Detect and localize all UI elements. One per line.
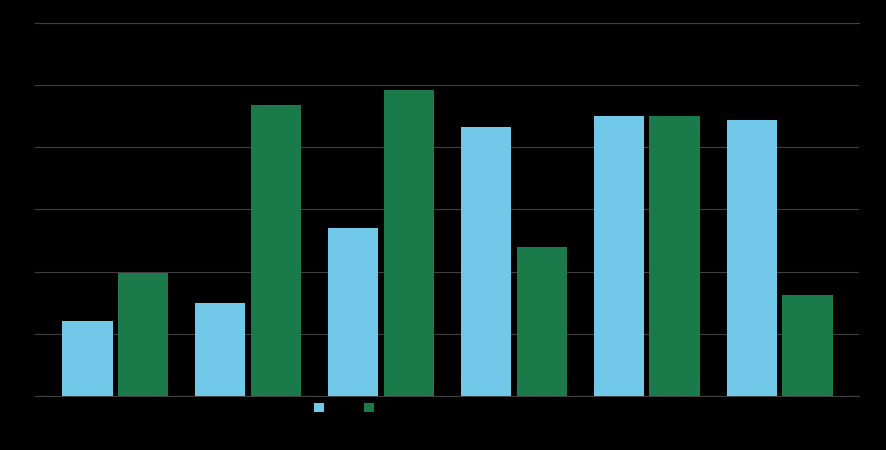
Bar	[118, 273, 168, 396]
Bar	[782, 295, 833, 396]
Bar	[727, 120, 777, 396]
Bar	[461, 127, 511, 396]
Legend:  ,  : ,	[309, 396, 388, 420]
Bar	[649, 116, 700, 396]
Bar	[594, 116, 644, 396]
Bar	[328, 228, 378, 396]
Bar	[517, 247, 567, 396]
Bar	[251, 105, 301, 396]
Bar	[62, 321, 113, 396]
Bar	[384, 90, 434, 396]
Bar	[195, 302, 245, 396]
